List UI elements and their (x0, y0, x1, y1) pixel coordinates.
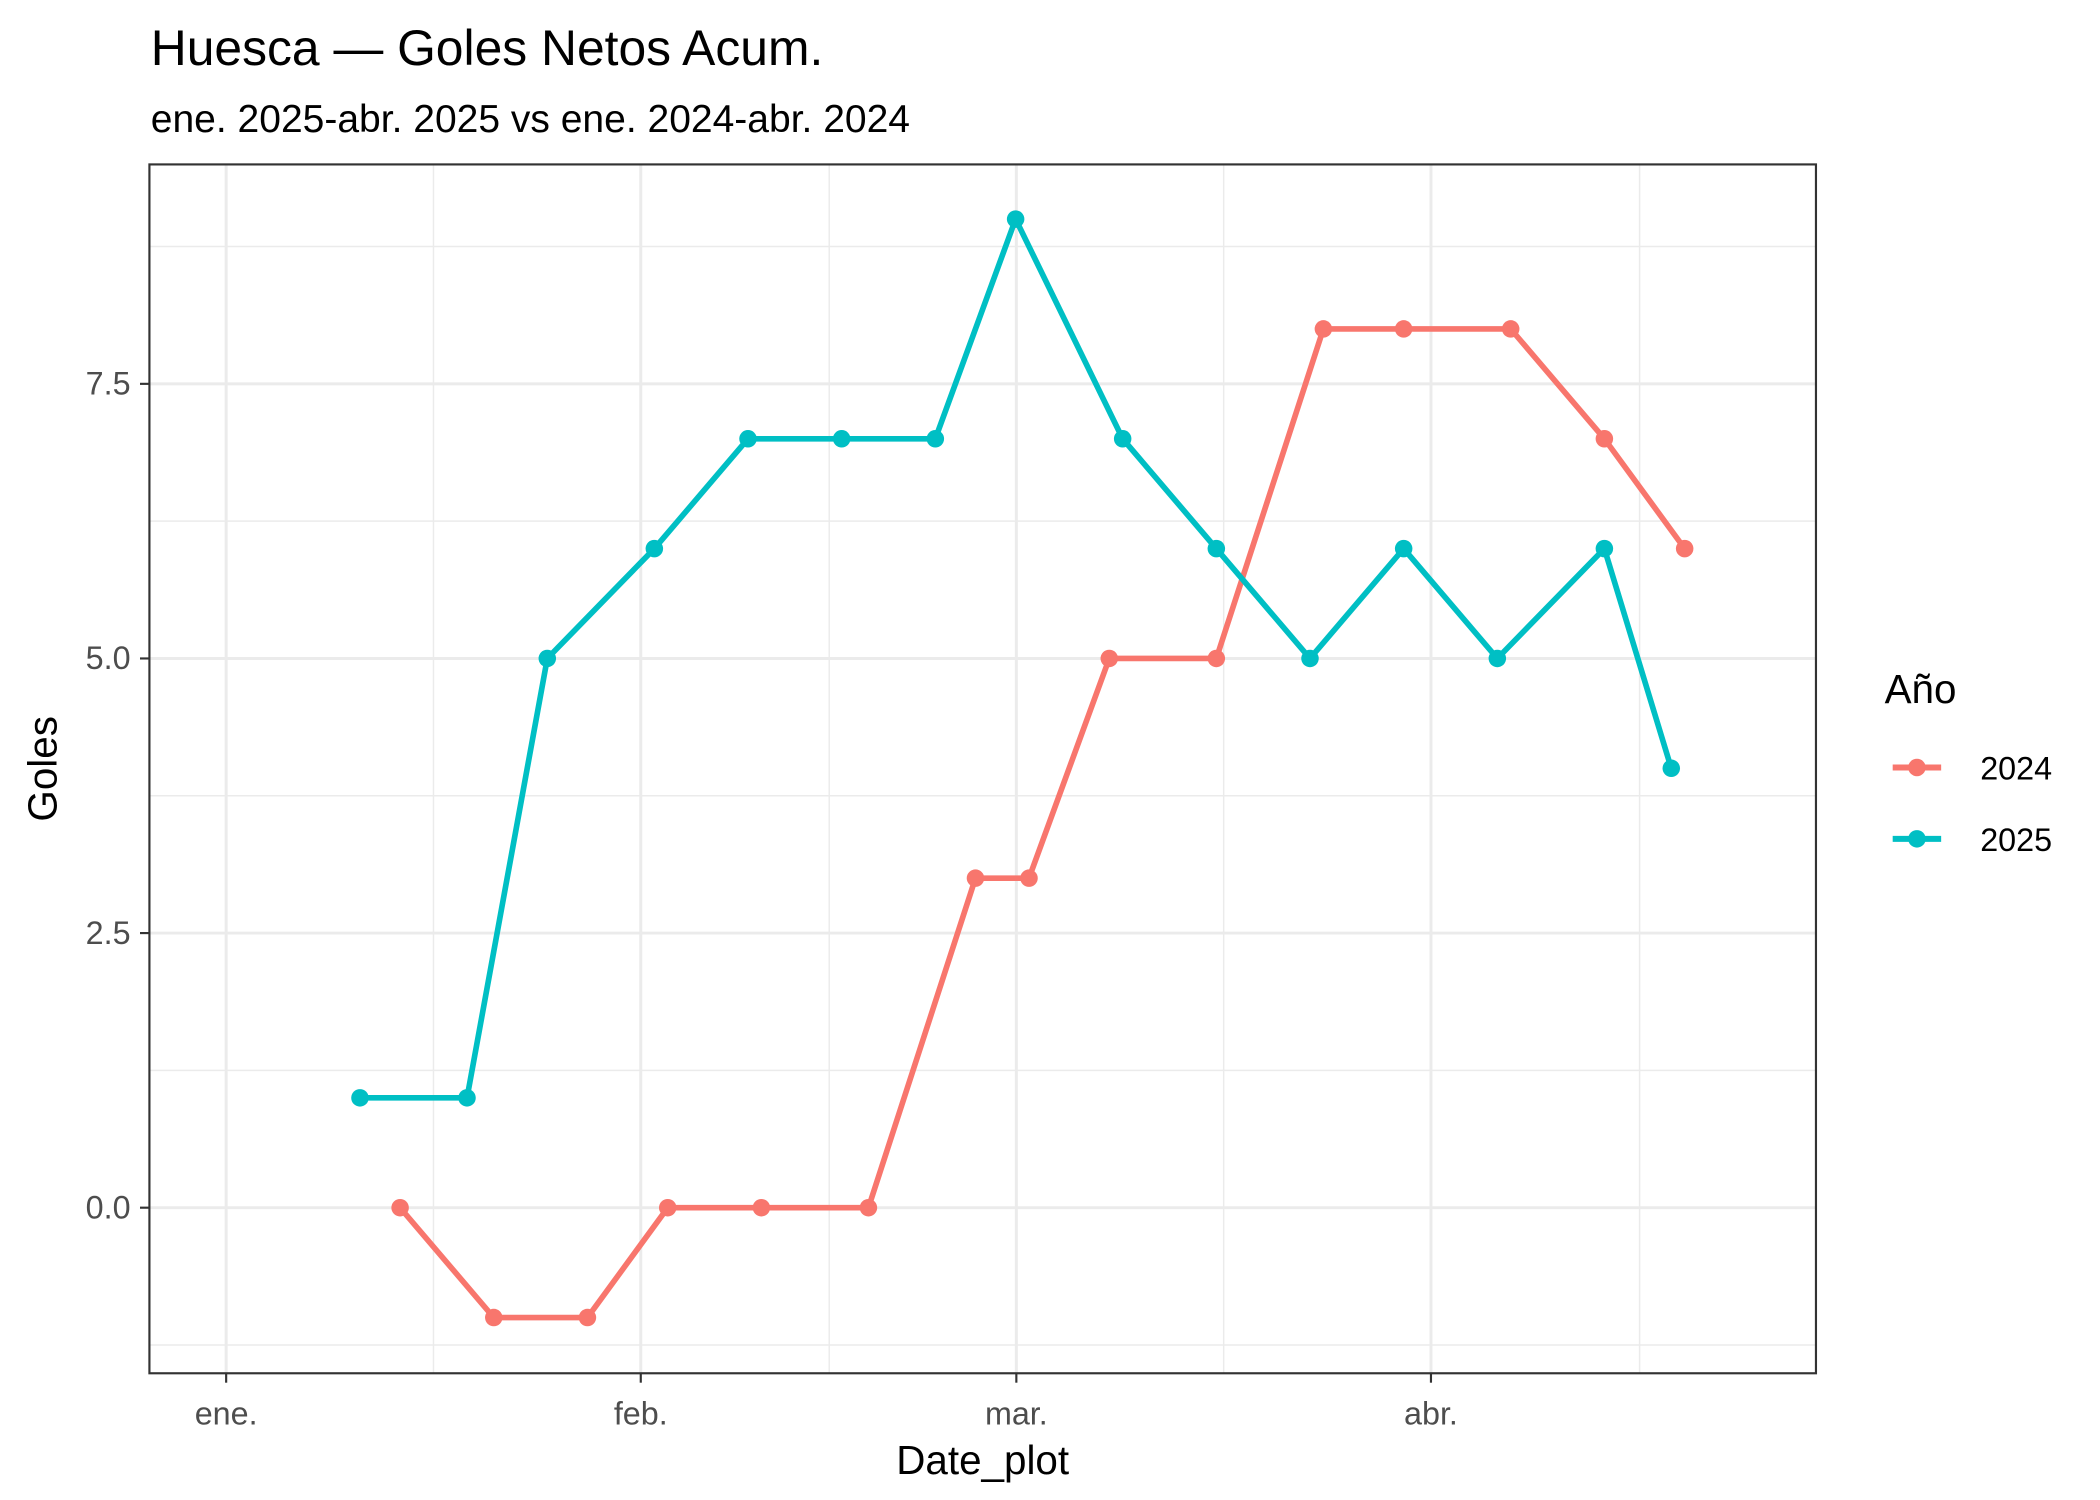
legend-item-2024: 2024 (1892, 751, 2052, 787)
data-point (1006, 210, 1025, 228)
data-point (658, 1198, 677, 1217)
data-point (458, 1089, 476, 1107)
y-tick-label: 7.5 (86, 366, 131, 402)
plot-panel (148, 163, 1818, 1375)
data-point (1394, 539, 1413, 558)
data-point (1501, 320, 1520, 338)
x-tick-label: mar. (985, 1395, 1048, 1431)
grid-lines (149, 164, 1816, 1374)
data-point (1314, 320, 1333, 338)
data-point (1595, 539, 1614, 558)
legend-label-2024: 2024 (1980, 751, 2052, 787)
x-tick-label: ene. (195, 1395, 258, 1431)
legend: Año 2024 2025 (1885, 666, 2052, 858)
chart-title: Huesca — Goles Netos Acum. (151, 20, 824, 76)
x-axis-label: Date_plot (896, 1437, 1069, 1483)
data-point (1394, 320, 1413, 338)
data-point (645, 539, 664, 558)
data-point (926, 430, 945, 448)
data-point (832, 430, 851, 448)
y-tick-label: 5.0 (86, 640, 131, 676)
data-point (1207, 649, 1226, 668)
data-point (752, 1198, 771, 1217)
data-point (1113, 430, 1132, 448)
data-point (538, 649, 557, 668)
x-tick-label: abr. (1404, 1395, 1458, 1431)
legend-item-2025: 2025 (1892, 822, 2052, 858)
series-2024 (391, 320, 1694, 1327)
data-point (859, 1198, 878, 1217)
data-point (1301, 649, 1319, 668)
data-point (578, 1308, 597, 1327)
y-tick-label: 0.0 (86, 1189, 131, 1225)
y-axis: 0.0 2.5 5.0 7.5 (86, 366, 150, 1225)
legend-title: Año (1885, 666, 1957, 712)
legend-key-2024-icon (1908, 758, 1926, 777)
data-point (391, 1198, 409, 1217)
y-axis-label: Goles (20, 716, 66, 821)
chart-subtitle: ene. 2025-abr. 2025 vs ene. 2024-abr. 20… (151, 98, 910, 141)
data-point (1100, 649, 1119, 668)
series-2025 (351, 210, 1681, 1107)
data-point (1207, 539, 1226, 558)
data-point (1488, 649, 1507, 668)
y-tick-label: 2.5 (86, 915, 131, 951)
data-point (485, 1308, 503, 1327)
x-axis: ene. feb. mar. abr. (195, 1373, 1458, 1431)
series-lines (351, 210, 1694, 1327)
legend-label-2025: 2025 (1980, 822, 2052, 858)
data-point (1675, 539, 1694, 558)
data-point (1662, 759, 1681, 778)
data-point (966, 869, 985, 887)
data-point (1595, 430, 1614, 448)
x-tick-label: feb. (614, 1395, 668, 1431)
legend-key-2025-icon (1908, 830, 1926, 848)
data-point (739, 430, 757, 448)
data-point (351, 1089, 369, 1107)
data-point (1020, 869, 1038, 887)
